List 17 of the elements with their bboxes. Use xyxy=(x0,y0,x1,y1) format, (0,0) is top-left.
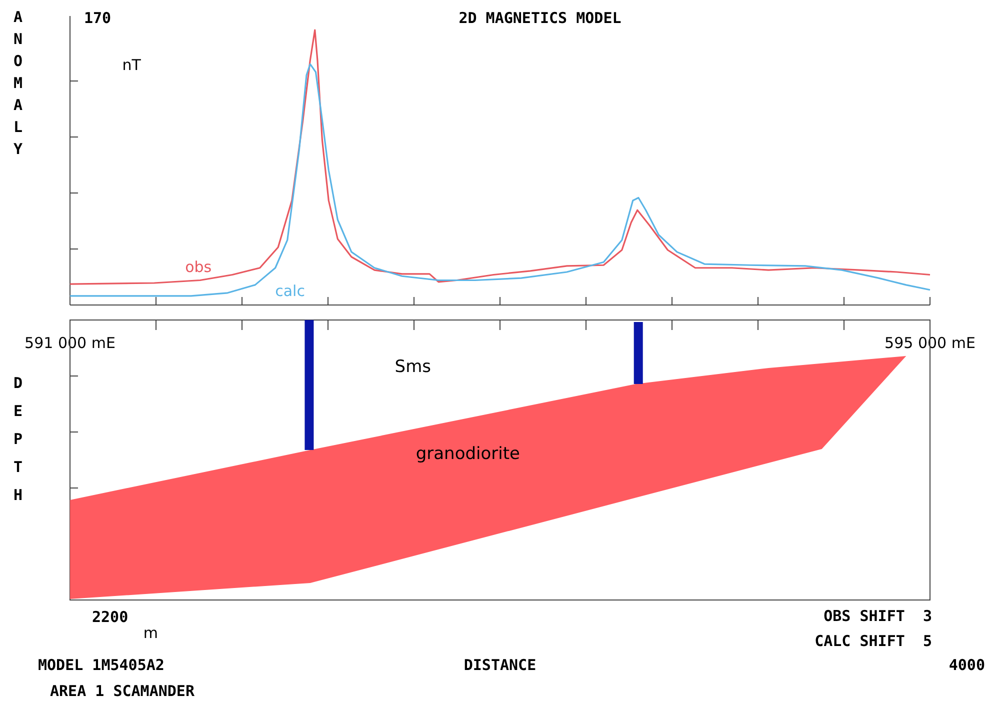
text: MODEL 1M5405A2 xyxy=(38,656,164,674)
text: AREA 1 SCAMANDER xyxy=(50,682,196,700)
text: CALC SHIFT 5 xyxy=(814,632,932,650)
text: m xyxy=(143,624,158,642)
text: 2200 xyxy=(92,608,128,626)
chart-title: 2D MAGNETICS MODEL xyxy=(458,9,622,27)
annotation: nT xyxy=(122,56,142,74)
text: OBS SHIFT 3 xyxy=(824,607,932,625)
text: 4000 xyxy=(948,656,985,674)
y-axis-title: ANOMALY xyxy=(13,8,23,158)
series-label: calc xyxy=(275,282,305,300)
text: DEPTH xyxy=(13,374,23,504)
series-label: obs xyxy=(185,258,212,276)
text: 170 xyxy=(84,9,112,27)
text: granodiorite xyxy=(416,444,520,464)
text: DISTANCE xyxy=(464,656,536,674)
text: Sms xyxy=(394,357,432,377)
